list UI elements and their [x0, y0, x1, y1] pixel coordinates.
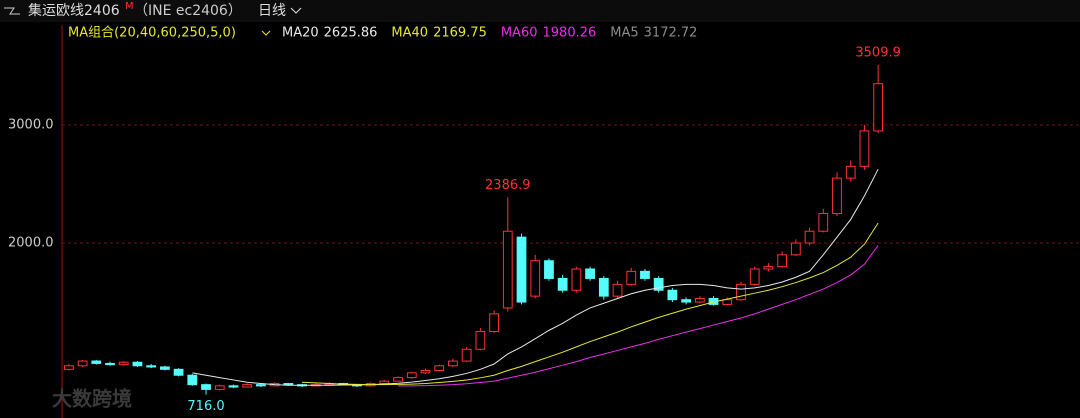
exchange: （INE ec2406）: [134, 3, 242, 19]
candle-body: [694, 298, 705, 303]
candle-body: [256, 384, 266, 387]
candle-body: [571, 268, 582, 291]
candle-body: [132, 361, 143, 367]
candle-body: [63, 365, 74, 370]
period[interactable]: 日线: [258, 3, 286, 19]
candle-body: [489, 313, 499, 333]
watermark: 大数跨境: [52, 387, 132, 411]
candle-body: [420, 370, 431, 374]
legend-name: MA40: [391, 26, 428, 41]
candle-body: [722, 299, 733, 305]
legend-value: 3172.72: [644, 26, 698, 41]
candle-body: [228, 385, 239, 388]
candle-body: [667, 289, 678, 301]
candle-body: [173, 368, 184, 376]
ma-line: [398, 245, 879, 387]
candle-body: [818, 213, 829, 232]
candle-body: [475, 331, 486, 350]
candle-body: [626, 270, 637, 285]
ma-line: [302, 222, 879, 386]
legend-value: 2625.86: [324, 26, 378, 41]
candle-body: [214, 385, 225, 390]
candle-body: [804, 230, 815, 244]
candle-body: [379, 380, 390, 384]
candle-body: [681, 299, 691, 303]
candle-body: [763, 266, 774, 270]
candle-body: [640, 270, 650, 279]
candle-body: [736, 283, 746, 301]
candle-body: [393, 377, 403, 382]
candle-body: [516, 236, 527, 303]
candle-body: [612, 283, 623, 297]
candle-body: [790, 242, 801, 256]
candle-body: [777, 254, 788, 268]
candle-body: [653, 277, 664, 291]
candle-body: [557, 277, 568, 291]
candle-body: [159, 366, 170, 370]
candle-body: [201, 384, 211, 390]
candle-body: [105, 362, 115, 366]
candle-body: [832, 177, 842, 215]
candle-body: [448, 360, 458, 367]
extreme-label: 2386.9: [485, 178, 531, 193]
candle-body: [502, 230, 513, 309]
candle-body: [242, 384, 253, 388]
candle-body: [585, 268, 595, 279]
dropdown-icon[interactable]: [290, 7, 302, 14]
header-bar: [0, 0, 1080, 22]
candle-body: [598, 277, 609, 297]
legend-value: 2169.75: [433, 26, 487, 41]
candle-body: [146, 365, 157, 368]
candle-body: [434, 365, 445, 372]
legend-value: 1980.26: [543, 26, 597, 41]
extreme-label: 3509.9: [855, 45, 901, 60]
legend-name: MA5: [610, 26, 638, 41]
candle-body: [91, 360, 102, 364]
candle-body: [859, 130, 870, 167]
dropdown-icon[interactable]: [261, 30, 271, 36]
back-icon[interactable]: [4, 7, 20, 15]
legend-name: MA60: [501, 26, 538, 41]
candle-body: [461, 348, 472, 362]
candle-body: [406, 372, 417, 379]
y-tick-label: 2000.0: [8, 236, 54, 251]
candle-body: [118, 361, 129, 366]
extreme-label: 716.0: [187, 399, 224, 414]
candle-body: [283, 382, 294, 386]
candle-body: [544, 260, 554, 279]
y-tick-label: 3000.0: [8, 118, 54, 133]
ma-line: [192, 168, 879, 386]
flag: M: [125, 1, 134, 12]
candle-body: [845, 165, 856, 179]
candle-body: [530, 260, 541, 297]
candle-body: [187, 374, 198, 386]
candle-body: [873, 83, 884, 132]
symbol: 集运欧线2406: [28, 2, 120, 19]
candle-body: [749, 268, 760, 285]
legend-name: MA20: [282, 26, 319, 41]
ma-setting[interactable]: MA组合(20,40,60,250,5,0): [68, 26, 236, 41]
candle-body: [77, 360, 88, 367]
